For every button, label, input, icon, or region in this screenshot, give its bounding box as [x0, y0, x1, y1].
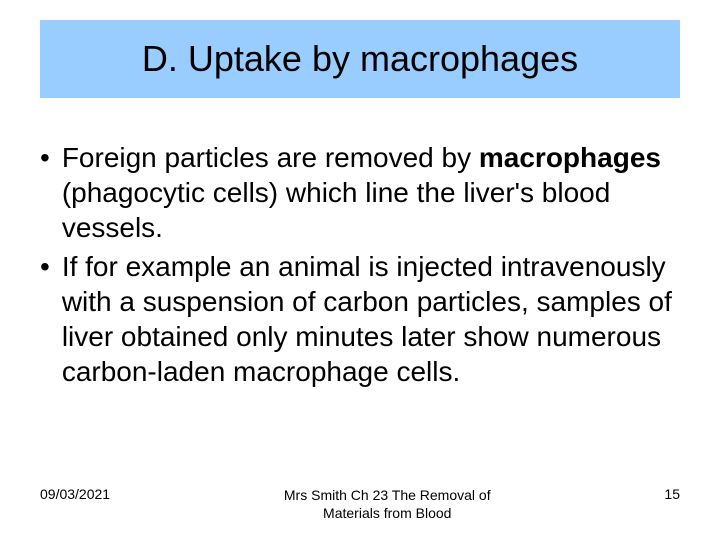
bullet-pre: Foreign particles are removed by — [62, 142, 479, 173]
bullet-post: (phagocytic cells) which line the liver'… — [62, 177, 611, 243]
footer-date: 09/03/2021 — [40, 486, 110, 502]
footer-center: Mrs Smith Ch 23 The Removal of Materials… — [110, 486, 664, 522]
bullet-mark: • — [40, 249, 50, 389]
bullet-text: Foreign particles are removed by macroph… — [62, 140, 680, 245]
bullet-text: If for example an animal is injected int… — [62, 249, 680, 389]
bullet-pre: If for example an animal is injected int… — [62, 251, 672, 387]
bullet-mark: • — [40, 140, 50, 245]
footer-page-number: 15 — [664, 486, 680, 502]
content-area: • Foreign particles are removed by macro… — [40, 140, 680, 393]
bullet-item: • Foreign particles are removed by macro… — [40, 140, 680, 245]
footer-center-line2: Materials from Blood — [110, 504, 664, 522]
title-box: D. Uptake by macrophages — [40, 20, 680, 98]
slide-title: D. Uptake by macrophages — [50, 38, 670, 80]
footer-center-line1: Mrs Smith Ch 23 The Removal of — [110, 486, 664, 504]
footer: 09/03/2021 Mrs Smith Ch 23 The Removal o… — [40, 486, 680, 522]
bullet-item: • If for example an animal is injected i… — [40, 249, 680, 389]
bullet-bold: macrophages — [479, 142, 661, 173]
